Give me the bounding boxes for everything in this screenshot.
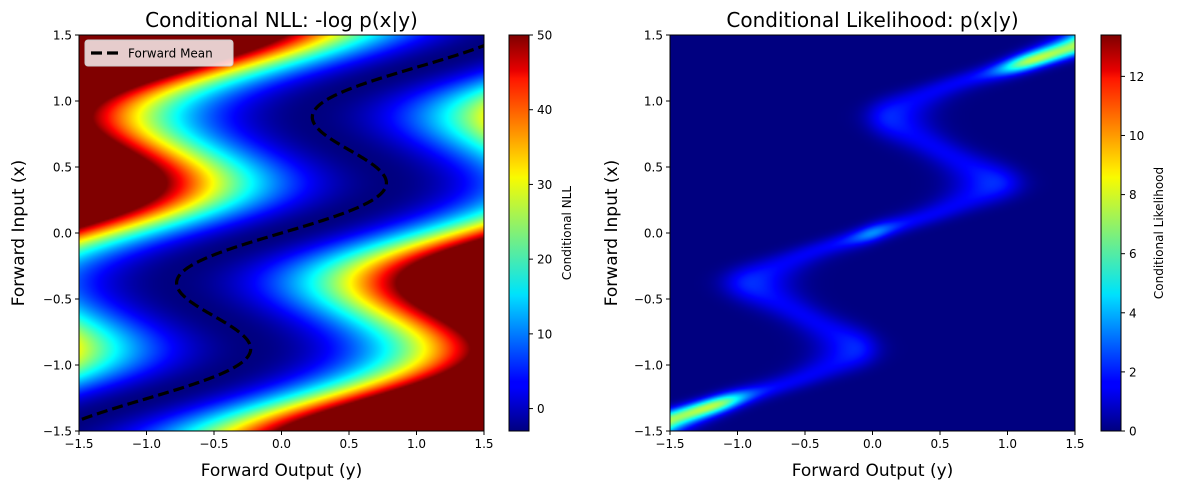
likelihood-colorbar-frame [1100, 34, 1122, 432]
nll-colorbar-ticks: 0 10 20 30 40 50 [529, 29, 552, 416]
nll-ticks: −1.5 −1.0 −0.5 0.0 0.5 1.0 1.5 −1.5 −1.0 −0.5 0.0 0… [43, 29, 494, 452]
y-tick-label: 1.5 [53, 29, 72, 43]
colorbar-tick-label: 20 [537, 253, 552, 267]
x-tick-label: −0.5 [199, 437, 228, 451]
x-tick-label: 1.0 [407, 437, 426, 451]
y-tick-label: −1.0 [634, 359, 663, 373]
y-tick-label: −0.5 [634, 293, 663, 307]
colorbar-tick-label: 0 [537, 402, 545, 416]
y-tick-label: 0.5 [644, 161, 663, 175]
colorbar-tick-label: 6 [1129, 247, 1137, 261]
y-tick-label: −1.5 [634, 425, 663, 439]
colorbar-tick-label: 8 [1129, 188, 1137, 202]
likelihood-panel: Conditional Likelihood: p(x|y) −1.5 −1.0−… [602, 8, 1166, 481]
y-tick-label: 0.5 [53, 161, 72, 175]
y-tick-label: 1.0 [53, 95, 72, 109]
nll-colorbar [509, 35, 529, 431]
colorbar-tick-label: 2 [1129, 365, 1137, 379]
colorbar-tick-label: 30 [537, 178, 552, 192]
nll-ylabel: Forward Input (x) [9, 160, 29, 307]
likelihood-ticks: −1.5 −1.0 −0.5 0.0 0.5 1.0 1.5 −1.5 −1.0 −0.5 0.0 0… [634, 29, 1085, 452]
colorbar-tick-label: 10 [1129, 129, 1144, 143]
x-tick-label: −1.5 [64, 437, 93, 451]
likelihood-colorbar-label: Conditional Likelihood [1152, 167, 1166, 299]
colorbar-tick-label: 40 [537, 103, 552, 117]
likelihood-colorbar [1101, 35, 1121, 431]
likelihood-title: Conditional Likelihood: p(x|y) [726, 8, 1018, 32]
colorbar-tick-label: 10 [537, 327, 552, 341]
nll-colorbar-label: Conditional NLL [560, 186, 574, 280]
nll-colorbar-frame [508, 34, 530, 432]
legend-forward-mean: Forward Mean [128, 47, 213, 61]
nll-legend: Forward Mean [84, 39, 234, 67]
x-tick-label: −1.0 [723, 437, 752, 451]
x-tick-label: 1.0 [998, 437, 1017, 451]
x-tick-label: 1.5 [1065, 437, 1084, 451]
x-tick-label: 0.5 [930, 437, 949, 451]
y-tick-label: 1.0 [644, 95, 663, 109]
colorbar-tick-label: 50 [537, 29, 552, 43]
y-tick-label: 0.0 [53, 227, 72, 241]
nll-title: Conditional NLL: -log p(x|y) [145, 8, 418, 32]
x-tick-label: 0.0 [863, 437, 882, 451]
x-tick-label: −1.0 [132, 437, 161, 451]
y-tick-label: −1.5 [43, 425, 72, 439]
x-tick-label: −1.5 [655, 437, 684, 451]
colorbar-tick-label: 12 [1129, 70, 1144, 84]
colorbar-tick-label: 4 [1129, 306, 1137, 320]
y-tick-label: 1.5 [644, 29, 663, 43]
likelihood-xlabel: Forward Output (y) [792, 461, 954, 481]
likelihood-heatmap [670, 35, 1075, 431]
legend-box [84, 39, 234, 67]
x-tick-label: 0.0 [272, 437, 291, 451]
y-tick-label: −0.5 [43, 293, 72, 307]
y-tick-label: −1.0 [43, 359, 72, 373]
nll-panel: Conditional NLL: -log p(x|y) −1.5 −1.0 −0.… [9, 8, 574, 481]
x-tick-label: 0.5 [339, 437, 358, 451]
colorbar-tick-label: 0 [1129, 425, 1137, 439]
y-tick-label: 0.0 [644, 227, 663, 241]
likelihood-colorbar-ticks: 0 2 4 6 8 10 12 [1121, 70, 1144, 439]
x-tick-label: 1.5 [474, 437, 493, 451]
x-tick-label: −0.5 [790, 437, 819, 451]
likelihood-ylabel: Forward Input (x) [602, 160, 622, 307]
forward-mean-curve [79, 43, 484, 423]
nll-xlabel: Forward Output (y) [201, 461, 363, 481]
